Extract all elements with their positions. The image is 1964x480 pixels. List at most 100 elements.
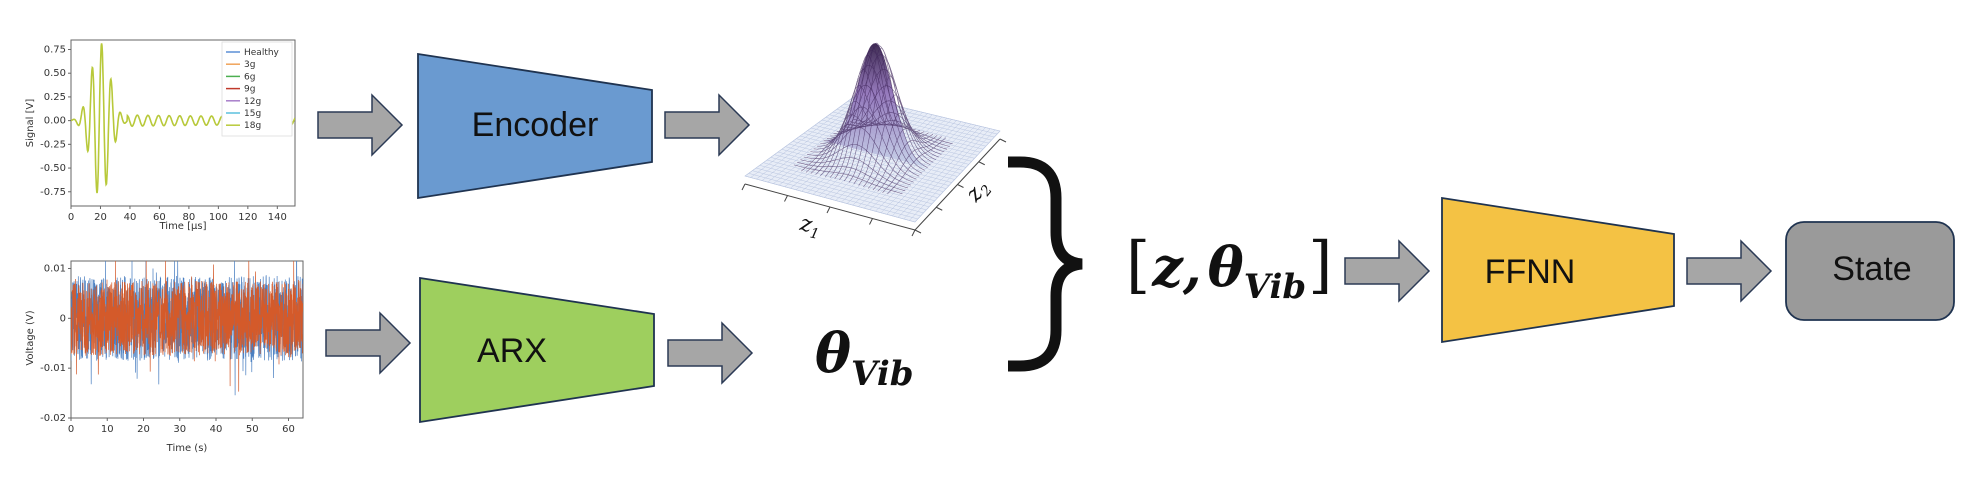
ytick-label: 0.00: [44, 116, 66, 127]
signal-plot-yticks: 0.75 0.50 0.25 0.00 -0.25 -0.50 -0.75: [40, 44, 71, 198]
legend-entry: 15g: [244, 109, 261, 119]
gaussian-peak: [823, 43, 928, 168]
xtick-label: 60: [153, 212, 166, 223]
legend-entry: 12g: [244, 97, 261, 107]
legend-entry: 9g: [244, 85, 255, 95]
ytick-label: 0.01: [44, 263, 66, 274]
concat-brace: [1008, 156, 1083, 372]
ytick-label: 0.75: [44, 44, 66, 55]
arrow-vibration-to-arx: [325, 311, 412, 375]
xtick-label: 20: [137, 424, 150, 435]
gaussian-mesh-line: [805, 119, 873, 173]
latent-grid-line: [897, 127, 986, 218]
arx-label: ARX: [477, 332, 547, 370]
gaussian-mesh-line: [824, 85, 890, 177]
gaussian-mesh-line: [872, 128, 934, 191]
xtick-label: 30: [173, 424, 186, 435]
latent-tick: [978, 161, 985, 166]
state-shape: [1785, 221, 1955, 321]
arrow-signal-to-encoder: [317, 93, 404, 157]
gaussian-mesh-line: [815, 114, 882, 175]
signal-plot: 0.75 0.50 0.25 0.00 -0.25 -0.50 -0.75 0 20 40 60 8…: [25, 39, 296, 232]
latent-grid-line: [914, 130, 1001, 223]
latent-tick: [741, 183, 746, 191]
ytick-label: -0.50: [40, 163, 66, 174]
state-block: State: [1785, 221, 1955, 321]
latent-tick: [911, 229, 916, 237]
gaussian-mesh-line: [882, 136, 942, 193]
gaussian-mesh-line: [877, 135, 938, 192]
xtick-label: 40: [124, 212, 137, 223]
ffnn-shape: [1441, 196, 1675, 344]
gaussian-mesh-line: [834, 54, 899, 179]
xtick-label: 20: [94, 212, 107, 223]
xtick-label: 140: [268, 212, 287, 223]
signal-plot-xlabel: Time [μs]: [158, 221, 206, 232]
ytick-label: 0.25: [44, 92, 66, 103]
signal-plot-legend: Healthy 3g 6g 9g 12g 15g 18g: [221, 41, 293, 137]
latent-grid-line: [903, 128, 991, 220]
encoder-block: Encoder: [417, 52, 653, 200]
xtick-label: 0: [68, 424, 74, 435]
latent-tick: [826, 206, 831, 214]
gaussian-mesh-line: [839, 45, 903, 181]
vibration-series-2: [71, 261, 303, 392]
xtick-label: 80: [183, 212, 196, 223]
legend-entry: 3g: [244, 60, 255, 70]
arrow-arx-to-theta: [667, 321, 754, 385]
latent-tick: [914, 229, 922, 234]
gaussian-mesh-line: [853, 59, 916, 185]
legend-entry: Healthy: [244, 48, 280, 58]
xtick-label: 10: [101, 424, 114, 435]
gaussian-mesh-line: [887, 137, 946, 195]
ytick-label: -0.75: [40, 187, 66, 198]
ytick-label: -0.25: [40, 139, 66, 150]
xtick-label: 120: [238, 212, 257, 223]
gaussian-mesh-line: [829, 68, 895, 178]
state-label: State: [1832, 250, 1911, 288]
arrow-encoder-to-latent: [664, 93, 751, 157]
signal-plot-ylabel: Signal [V]: [25, 99, 36, 148]
concat-expression: [z, θVib]: [1126, 228, 1332, 307]
ffnn-label: FFNN: [1485, 253, 1576, 291]
latent-tick: [936, 206, 943, 211]
vibration-plot: 0.01 0 -0.01 -0.02 0 10 20 30 40 50 60 Voltage (V…: [25, 260, 304, 454]
arx-block: ARX: [419, 276, 655, 424]
gaussian-mesh-line: [858, 76, 921, 186]
arrows: [317, 93, 1773, 385]
gaussian-mesh-line: [843, 42, 908, 182]
vibration-plot-xlabel: Time (s): [166, 443, 208, 454]
latent-tick: [999, 138, 1007, 143]
xtick-label: 100: [209, 212, 228, 223]
gaussian-mesh-line: [848, 47, 912, 183]
encoder-shape: [417, 52, 653, 200]
ffnn-block: FFNN: [1441, 196, 1675, 344]
latent-surface: z1 z2: [741, 42, 1007, 243]
xtick-label: 50: [246, 424, 259, 435]
arrow-ffnn-to-state: [1686, 239, 1773, 303]
ytick-label: 0: [60, 313, 66, 324]
vibration-plot-yticks: 0.01 0 -0.01 -0.02: [40, 263, 71, 424]
arrow-concat-to-ffnn: [1344, 239, 1431, 303]
xtick-label: 60: [282, 424, 295, 435]
latent-grid-line: [909, 129, 996, 221]
ytick-label: -0.01: [40, 363, 66, 374]
ytick-label: 0.50: [44, 68, 66, 79]
legend-entry: 18g: [244, 121, 261, 131]
latent-axis-z1-label: z1: [796, 211, 823, 243]
latent-grid-line: [892, 126, 981, 217]
arx-shape: [419, 276, 655, 424]
latent-tick: [784, 195, 788, 202]
xtick-label: 40: [210, 424, 223, 435]
theta-vib-label: θVib: [815, 321, 914, 394]
latent-axis-z2-label: z2: [961, 175, 996, 209]
vibration-plot-ylabel: Voltage (V): [25, 310, 36, 365]
latent-tick: [869, 218, 873, 225]
vibration-plot-xticks: 0 10 20 30 40 50 60: [68, 418, 295, 435]
encoder-label: Encoder: [472, 106, 599, 144]
gaussian-mesh-line: [867, 112, 929, 189]
legend-entry: 6g: [244, 72, 255, 82]
xtick-label: 0: [68, 212, 74, 223]
signal-plot-xticks: 0 20 40 60 80 100 120 140: [68, 206, 287, 223]
